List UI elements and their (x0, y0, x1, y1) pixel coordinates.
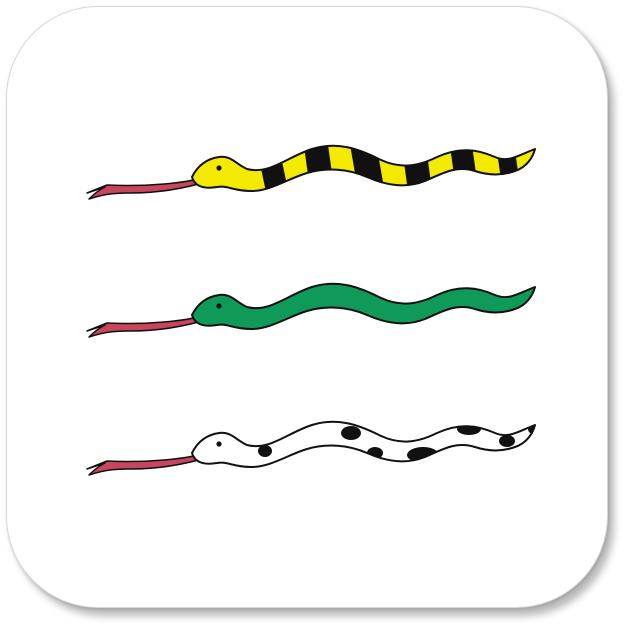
tongue-white (86, 452, 210, 476)
snakes-illustration (86, 144, 536, 476)
tongue-yellow (86, 176, 210, 200)
eye-yellow (216, 165, 222, 171)
eye-white (216, 441, 222, 447)
tongue-green (86, 314, 210, 338)
snake-white-spotted (86, 420, 536, 476)
body-green (191, 282, 536, 330)
eye-green (216, 303, 222, 309)
app-icon-card[interactable] (6, 6, 608, 608)
snake-green (86, 282, 536, 338)
snake-yellow-banded (86, 144, 536, 200)
